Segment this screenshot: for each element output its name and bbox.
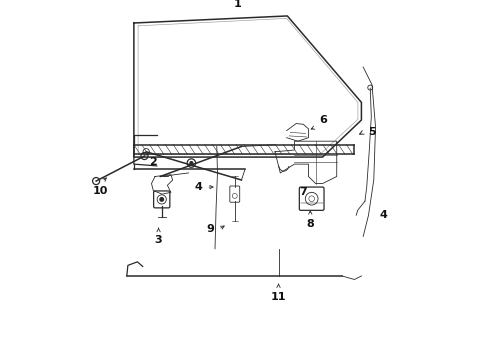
FancyBboxPatch shape xyxy=(299,187,324,210)
FancyBboxPatch shape xyxy=(230,186,240,202)
Text: 8: 8 xyxy=(306,219,314,229)
Text: 4: 4 xyxy=(194,182,202,192)
Text: 11: 11 xyxy=(271,292,286,302)
Text: 7: 7 xyxy=(300,187,307,197)
FancyBboxPatch shape xyxy=(154,191,170,208)
Text: 9: 9 xyxy=(206,224,214,234)
Text: 10: 10 xyxy=(93,186,108,196)
Text: 6: 6 xyxy=(319,115,327,125)
Text: 5: 5 xyxy=(368,127,376,138)
Text: 3: 3 xyxy=(155,235,162,246)
Circle shape xyxy=(160,198,164,201)
Text: 4: 4 xyxy=(379,210,387,220)
Text: 1: 1 xyxy=(234,0,242,9)
Circle shape xyxy=(190,162,193,165)
Text: 2: 2 xyxy=(149,157,157,167)
